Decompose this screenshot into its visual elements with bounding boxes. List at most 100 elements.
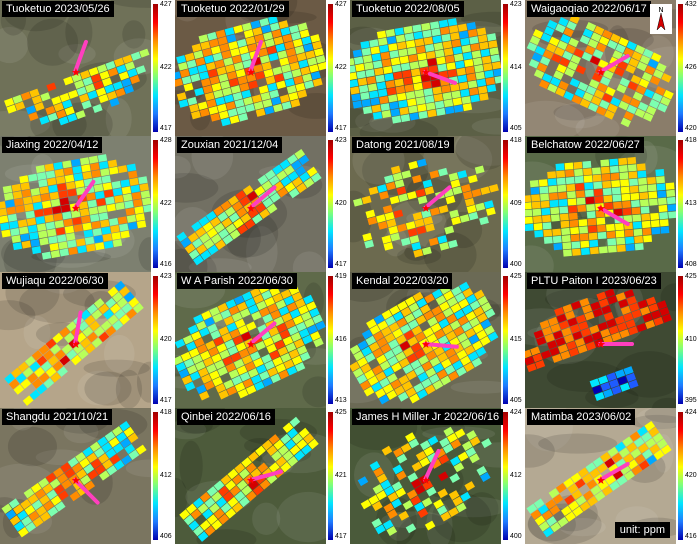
xco2-cell	[183, 358, 195, 368]
xco2-cell	[477, 312, 488, 323]
colorbar: 423 420 417	[326, 136, 350, 272]
xco2-cell	[611, 187, 621, 195]
colorbar-tick: 413	[335, 397, 347, 404]
xco2-cell	[566, 20, 577, 31]
colorbar-gradient	[678, 276, 683, 404]
xco2-cell	[8, 378, 20, 390]
xco2-cell	[589, 239, 599, 248]
xco2-cell	[600, 451, 611, 463]
xco2-cell	[91, 221, 101, 229]
xco2-cell	[529, 179, 539, 188]
xco2-cell	[135, 65, 146, 75]
xco2-cell	[531, 52, 543, 62]
xco2-cell	[206, 227, 218, 239]
xco2-cell	[307, 324, 318, 335]
xco2-cell	[368, 186, 379, 196]
xco2-cell	[566, 191, 576, 199]
xco2-cell	[424, 384, 436, 395]
xco2-cell	[614, 223, 624, 231]
xco2-cell	[225, 64, 236, 73]
xco2-cell	[302, 335, 313, 345]
colorbar-tick: 422	[335, 64, 347, 71]
xco2-cell	[298, 427, 310, 439]
xco2-cell	[87, 199, 97, 208]
xco2-cell	[421, 209, 432, 219]
xco2-cell	[597, 321, 608, 331]
xco2-cell	[612, 194, 622, 202]
xco2-cell	[468, 351, 479, 362]
xco2-cell	[569, 324, 581, 334]
xco2-cell	[628, 171, 638, 179]
xco2-cell	[263, 31, 273, 41]
xco2-cell	[179, 509, 190, 520]
xco2-cell	[293, 338, 305, 349]
xco2-cell	[310, 331, 321, 341]
xco2-cell	[301, 444, 312, 456]
xco2-cell	[564, 67, 575, 78]
xco2-cell	[400, 323, 411, 334]
xco2-cell	[474, 289, 485, 300]
xco2-cell	[433, 499, 444, 510]
xco2-cell	[242, 378, 254, 389]
xco2-cell	[460, 89, 470, 97]
xco2-cell	[438, 454, 450, 465]
xco2-cell	[574, 176, 584, 184]
xco2-cell	[397, 223, 407, 233]
xco2-cell	[390, 379, 402, 390]
xco2-cell	[17, 510, 28, 521]
xco2-cell	[67, 457, 79, 468]
xco2-cell	[630, 74, 642, 85]
xco2-cell	[299, 328, 310, 339]
xco2-cell	[308, 438, 319, 450]
xco2-cell	[281, 64, 291, 73]
xco2-cell	[442, 92, 452, 101]
xco2-cell	[631, 51, 643, 61]
xco2-cell	[587, 38, 599, 49]
xco2-cell	[387, 492, 399, 503]
xco2-cell	[47, 177, 57, 186]
xco2-cell	[487, 331, 499, 342]
xco2-cell	[596, 291, 607, 301]
xco2-cell	[51, 95, 62, 106]
xco2-cell	[217, 36, 228, 46]
xco2-cell	[613, 208, 623, 217]
source-marker-icon: ★	[421, 66, 431, 79]
xco2-cell	[121, 186, 132, 195]
xco2-cell	[599, 36, 610, 46]
xco2-cell	[615, 292, 626, 302]
xco2-cell	[630, 192, 640, 201]
xco2-cell	[412, 174, 422, 184]
xco2-cell	[384, 211, 395, 221]
wind-arrow	[598, 54, 630, 74]
xco2-cell	[372, 365, 383, 376]
xco2-cell	[408, 438, 420, 449]
xco2-cell	[82, 222, 92, 231]
xco2-cell	[569, 77, 580, 88]
xco2-cell	[257, 462, 269, 473]
xco2-cell	[430, 207, 440, 216]
xco2-cell	[186, 503, 197, 514]
source-marker-icon: ★	[421, 474, 431, 487]
xco2-cell	[92, 228, 102, 237]
xco2-cell	[363, 386, 375, 397]
xco2-cell	[272, 164, 284, 175]
xco2-cell	[234, 318, 246, 329]
map-panel: ★ Tuoketuo 2022/08/05 423 414 405	[350, 0, 525, 136]
xco2-cell	[98, 161, 109, 170]
xco2-cell	[380, 103, 390, 112]
xco2-cell	[394, 27, 404, 36]
xco2-cell	[299, 171, 311, 183]
xco2-cell	[7, 213, 18, 222]
xco2-cell	[121, 303, 133, 314]
xco2-cell	[457, 170, 468, 179]
xco2-cell	[415, 331, 426, 342]
xco2-cell	[383, 242, 394, 251]
xco2-cell	[115, 202, 125, 211]
xco2-cell	[28, 111, 39, 122]
xco2-cell	[543, 527, 554, 538]
xco2-cell	[584, 189, 594, 197]
xco2-cell	[433, 346, 445, 357]
xco2-cell	[87, 469, 99, 480]
xco2-cell	[232, 92, 243, 101]
xco2-cell	[112, 320, 124, 331]
